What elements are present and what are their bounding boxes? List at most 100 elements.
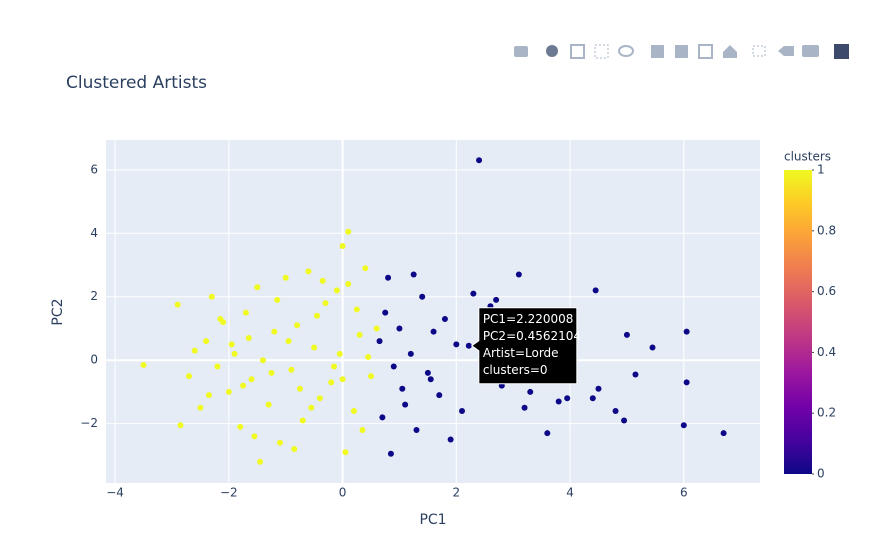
point xyxy=(430,328,437,335)
point xyxy=(362,265,369,272)
colorbar-tick-label: 0.4 xyxy=(817,345,836,359)
autoscale-button[interactable] xyxy=(698,44,713,59)
zoom-button[interactable] xyxy=(546,45,558,57)
point xyxy=(288,366,295,373)
point xyxy=(564,395,571,402)
point xyxy=(274,296,281,303)
tooltip: PC1=2.220008 PC2=0.4562104 Artist=Lorde clu… xyxy=(470,307,581,385)
point xyxy=(493,296,500,303)
point xyxy=(294,322,301,329)
point xyxy=(476,157,483,164)
point xyxy=(342,449,349,456)
point xyxy=(228,341,235,348)
point xyxy=(623,331,630,338)
point xyxy=(470,290,477,297)
chart-title: Clustered Artists xyxy=(66,73,207,93)
hover-compare-button[interactable] xyxy=(802,45,819,57)
camera-button[interactable] xyxy=(514,46,528,57)
point xyxy=(291,446,298,453)
point xyxy=(595,385,602,392)
point xyxy=(353,306,360,313)
point xyxy=(217,315,224,322)
point xyxy=(413,427,420,434)
point xyxy=(197,404,204,411)
point xyxy=(683,328,690,335)
point xyxy=(251,433,258,440)
point xyxy=(248,376,255,383)
point xyxy=(720,430,727,437)
point xyxy=(299,417,306,424)
y-tick-label: 4 xyxy=(90,226,98,240)
spike-button[interactable] xyxy=(752,45,766,57)
point xyxy=(237,423,244,430)
point xyxy=(649,344,656,351)
point xyxy=(382,309,389,316)
colorbar-title: clusters xyxy=(784,150,831,164)
point xyxy=(285,338,292,345)
point xyxy=(459,407,466,414)
hover-closest-button[interactable] xyxy=(778,46,794,56)
point xyxy=(441,315,448,322)
zoom-in-button[interactable] xyxy=(651,45,664,58)
x-tick-label: 4 xyxy=(566,486,574,500)
point xyxy=(555,398,562,405)
select-button[interactable] xyxy=(594,44,609,59)
tooltip-line: PC1=2.220008 xyxy=(483,312,574,326)
point xyxy=(328,379,335,386)
x-axis-label: PC1 xyxy=(419,512,446,528)
point xyxy=(350,407,357,414)
point xyxy=(527,388,534,395)
modebar xyxy=(514,44,849,59)
plot-area xyxy=(106,140,760,483)
point xyxy=(447,436,454,443)
zoom-out-button[interactable] xyxy=(675,45,688,58)
reset-button[interactable] xyxy=(723,45,737,58)
point xyxy=(515,271,522,278)
pan-button[interactable] xyxy=(570,44,585,59)
tooltip-line: clusters=0 xyxy=(483,363,548,377)
plotly-logo[interactable] xyxy=(834,44,849,59)
point xyxy=(205,392,212,399)
point xyxy=(308,404,315,411)
point xyxy=(436,392,443,399)
point xyxy=(339,242,346,249)
point xyxy=(313,312,320,319)
point xyxy=(365,354,372,361)
point xyxy=(140,361,147,368)
point xyxy=(254,284,261,291)
point xyxy=(177,422,184,429)
point xyxy=(410,271,417,278)
point xyxy=(208,293,215,300)
point xyxy=(399,385,406,392)
point xyxy=(544,430,551,437)
point xyxy=(368,373,375,380)
point xyxy=(322,300,329,307)
point xyxy=(621,417,628,424)
colorbar-tick-label: 0.6 xyxy=(817,284,836,298)
point xyxy=(282,274,289,281)
point xyxy=(257,458,264,465)
x-tick-label: 0 xyxy=(339,486,347,500)
point xyxy=(311,344,318,351)
point xyxy=(419,293,426,300)
point xyxy=(465,342,472,349)
tooltip-box xyxy=(470,307,578,385)
point xyxy=(305,268,312,275)
point xyxy=(242,309,249,316)
lasso-button[interactable] xyxy=(618,45,634,57)
point xyxy=(385,274,392,281)
point xyxy=(225,388,232,395)
point xyxy=(379,414,386,421)
point xyxy=(407,350,414,357)
point xyxy=(259,357,266,364)
point xyxy=(231,350,238,357)
y-tick-label: 0 xyxy=(90,353,98,367)
point xyxy=(612,407,619,414)
point xyxy=(683,379,690,386)
x-tick-label: −2 xyxy=(220,486,238,500)
point xyxy=(339,376,346,383)
x-tick-label: 2 xyxy=(452,486,460,500)
x-tick-label: −4 xyxy=(106,486,124,500)
point xyxy=(453,341,460,348)
